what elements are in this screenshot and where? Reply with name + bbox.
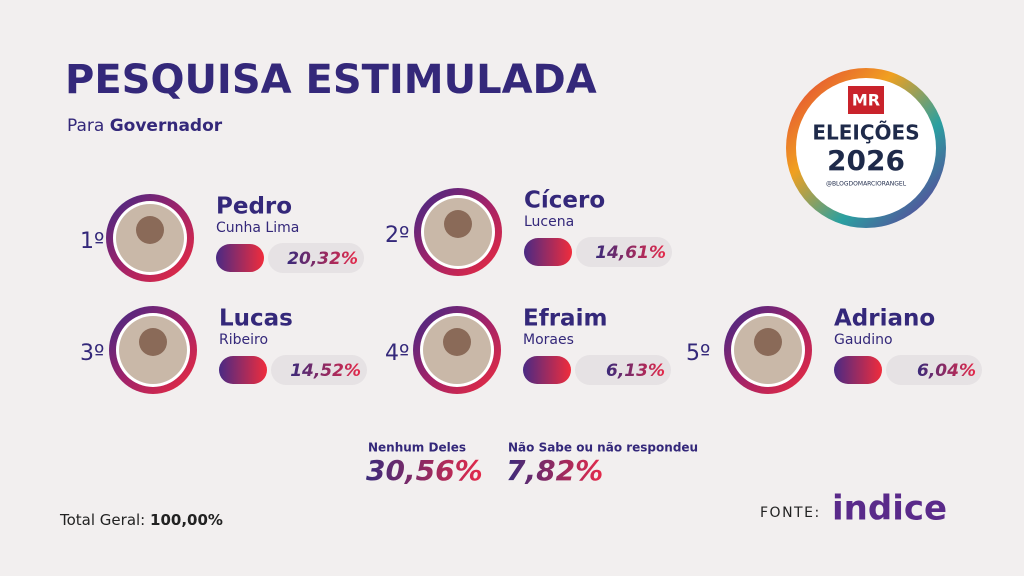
rank: 3º: [80, 341, 104, 366]
photo-head: [139, 328, 167, 356]
last-name: Cunha Lima: [216, 220, 299, 236]
percent: 14,61%: [595, 243, 666, 263]
percent-pill: [271, 355, 367, 385]
source-label: FONTE:: [760, 505, 821, 521]
percent-pill: [886, 355, 982, 385]
subtitle: Para Governador: [67, 116, 223, 136]
logo-face: [796, 78, 936, 218]
percent-pill: [575, 355, 671, 385]
total-label: Total Geral:: [59, 511, 145, 529]
last-name: Moraes: [523, 332, 574, 348]
logo-line2: 2026: [827, 144, 905, 177]
percent-pill: [268, 243, 364, 273]
last-name: Gaudino: [834, 332, 893, 348]
total: Total Geral: 100,00%: [59, 511, 223, 529]
other-label: Não Sabe ou não respondeu: [508, 441, 698, 455]
subtitle-main: Governador: [110, 116, 223, 136]
percent: 14,52%: [290, 361, 361, 381]
logo-brand: MR: [852, 91, 880, 110]
rank: 2º: [385, 223, 409, 248]
rank: 4º: [385, 341, 409, 366]
other-percent: 30,56%: [366, 454, 483, 487]
logo: MR ELEIÇÕES 2026 @BLOGDOMARCIORANGEL: [786, 68, 946, 228]
first-name: Efraim: [523, 306, 607, 332]
logo-badge: [848, 86, 884, 114]
percent: 20,32%: [287, 249, 358, 269]
color-pill: [216, 244, 264, 272]
last-name: Lucena: [524, 214, 574, 230]
first-name: Adriano: [834, 306, 935, 332]
other-label: Nenhum Deles: [368, 441, 466, 455]
first-name: Cícero: [524, 188, 605, 214]
rank: 1º: [80, 229, 104, 254]
photo-head: [443, 328, 471, 356]
color-pill: [523, 356, 571, 384]
color-pill: [219, 356, 267, 384]
rank: 5º: [686, 341, 710, 366]
photo-head: [136, 216, 164, 244]
source-name: indice: [832, 489, 947, 529]
percent: 6,04%: [917, 361, 976, 381]
color-pill: [834, 356, 882, 384]
first-name: Pedro: [216, 194, 292, 220]
subtitle-prefix: Para: [67, 116, 104, 136]
logo-handle: @BLOGDOMARCIORANGEL: [826, 181, 907, 188]
percent-pill: [576, 237, 672, 267]
percent: 6,13%: [606, 361, 665, 381]
photo-head: [754, 328, 782, 356]
first-name: Lucas: [219, 306, 293, 332]
logo-line1: ELEIÇÕES: [812, 121, 919, 145]
last-name: Ribeiro: [219, 332, 268, 348]
title: PESQUISA ESTIMULADA: [65, 57, 597, 103]
color-pill: [524, 238, 572, 266]
photo-head: [444, 210, 472, 238]
total-value: 100,00%: [150, 511, 223, 529]
other-percent: 7,82%: [506, 454, 603, 487]
